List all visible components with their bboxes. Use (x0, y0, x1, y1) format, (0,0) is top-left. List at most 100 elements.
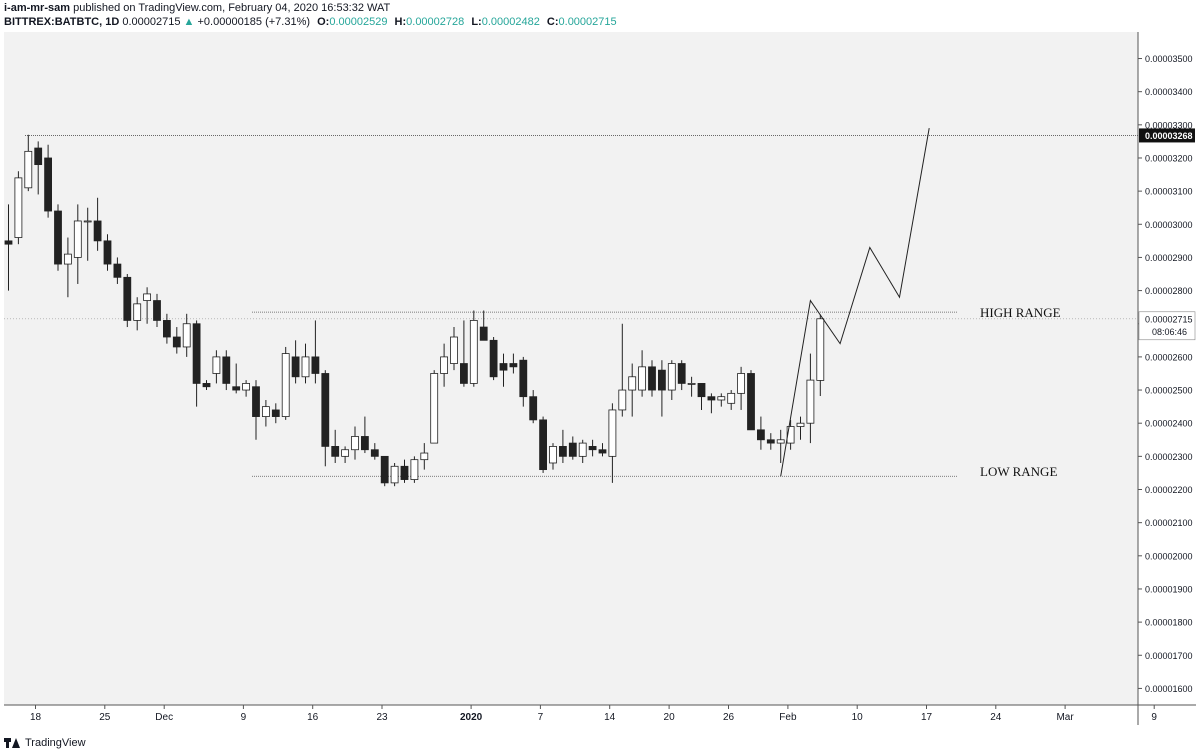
target-price-label-bg (1139, 128, 1195, 143)
bearish-candle (539, 416, 547, 473)
candle-body (83, 220, 92, 223)
candle-body (529, 396, 538, 421)
price-tick-label: 0.00002000 (1145, 551, 1193, 561)
price-tick-label: 0.00002400 (1145, 419, 1193, 429)
candle-body (202, 383, 211, 388)
bullish-candle (618, 323, 627, 417)
bearish-candle (311, 320, 320, 384)
candle-body (588, 446, 597, 451)
candle-body (757, 429, 765, 441)
candle-body (73, 220, 82, 258)
close-value: 0.00002715 (122, 16, 181, 28)
candle-body (489, 339, 498, 378)
target-price-label: 0.00003268 (1145, 131, 1193, 141)
price-tick-label: 0.00002900 (1145, 253, 1193, 263)
open-label: O: (317, 16, 330, 28)
candle-body (539, 419, 547, 471)
candle-body (658, 369, 666, 391)
candle-body (816, 318, 825, 381)
time-tick-label: Mar (1056, 712, 1074, 723)
bullish-candle (667, 360, 676, 400)
bearish-candle (172, 327, 181, 354)
bearish-candle (222, 350, 231, 391)
candle-body (628, 376, 637, 391)
projected-price-path (780, 128, 930, 477)
price-tick-label: 0.00002600 (1145, 352, 1193, 362)
candle-body (598, 449, 607, 454)
candle-body (4, 240, 13, 245)
candle-body (261, 406, 270, 417)
bullish-candle (73, 204, 82, 284)
bearish-candle (559, 429, 567, 463)
price-labels: 0.00003268 0.00002715 08:06:46 (1138, 128, 1196, 341)
bearish-candle (202, 380, 211, 391)
candle-body (549, 446, 557, 464)
bearish-candle (232, 363, 241, 394)
bullish-candle (608, 403, 617, 483)
bullish-candle (776, 429, 785, 463)
bearish-candle (153, 293, 161, 328)
time-axis-ticks: 18 25 Dec 9 16 23 2020 7 14 20 26 Feb 10 17 24 Mar 9 (30, 705, 1157, 723)
candle-body (430, 373, 439, 444)
bullish-candle (182, 313, 191, 357)
bearish-candle (103, 234, 112, 271)
bearish-candle (588, 439, 597, 457)
bullish-candle (687, 376, 696, 397)
author-name[interactable]: i-am-mr-sam (4, 2, 71, 14)
candle-body (499, 363, 508, 371)
bearish-candle (707, 393, 716, 414)
time-tick-label: 2020 (460, 712, 483, 723)
candle-body (648, 366, 656, 391)
candle-body (390, 465, 399, 484)
candle-body (44, 157, 52, 212)
bearish-candle (658, 360, 666, 417)
candle-body (153, 300, 161, 321)
bearish-candle (499, 353, 508, 387)
candle-body (806, 379, 815, 424)
price-tick-label: 0.00003000 (1145, 220, 1193, 230)
up-arrow-icon: ▲ (183, 16, 195, 28)
open-value: 0.00002529 (329, 16, 388, 28)
candle-body (677, 363, 686, 384)
bearish-candle (509, 353, 518, 374)
candle-body (331, 446, 340, 457)
bullish-candle (83, 207, 92, 261)
chart-area[interactable]: 0.00003500 0.00003400 0.00003300 0.00003200… (0, 0, 1200, 738)
candle-body (242, 383, 251, 391)
candle-body (291, 356, 300, 378)
close-label: C: (546, 16, 559, 28)
ohlc-line: BITTREX:BATBTC, 1D 0.00002715 ▲ +0.00000… (4, 15, 617, 30)
bearish-candle (677, 360, 686, 391)
price-tick-label: 0.00003100 (1145, 187, 1193, 197)
bullish-candle (143, 287, 152, 324)
candle-body (301, 356, 310, 378)
candle-body (747, 373, 755, 431)
close-ohlc-value: 0.00002715 (558, 16, 617, 28)
symbol-label[interactable]: BITTREX:BATBTC, 1D (4, 16, 120, 28)
candle-body (370, 449, 379, 457)
current-price-label: 0.00002715 (1145, 314, 1193, 324)
candle-body (400, 465, 409, 480)
time-tick-label: 9 (1151, 712, 1157, 723)
tradingview-brand[interactable]: TradingView (25, 737, 86, 749)
bearish-candle (568, 436, 577, 460)
candle-body (578, 442, 587, 457)
time-tick-label: 23 (376, 712, 388, 723)
candle-body (351, 436, 359, 451)
bullish-candle (281, 346, 290, 420)
bullish-candle (351, 426, 359, 460)
bullish-candle (420, 443, 429, 470)
bullish-candle (638, 350, 646, 397)
bullish-candle (469, 310, 478, 387)
price-tick-label: 0.00003300 (1145, 120, 1193, 130)
price-tick-label: 0.00002100 (1145, 518, 1193, 528)
candle-body (252, 386, 260, 417)
candle-body (638, 366, 646, 391)
candle-body (123, 276, 132, 321)
candlestick-chart[interactable]: 0.00003500 0.00003400 0.00003300 0.00003200… (0, 0, 1200, 733)
candle-body (143, 293, 152, 301)
low-value: 0.00002482 (481, 16, 540, 28)
bearish-candle (291, 340, 300, 384)
price-tick-label: 0.00003500 (1145, 54, 1193, 64)
candle-body (479, 326, 488, 341)
